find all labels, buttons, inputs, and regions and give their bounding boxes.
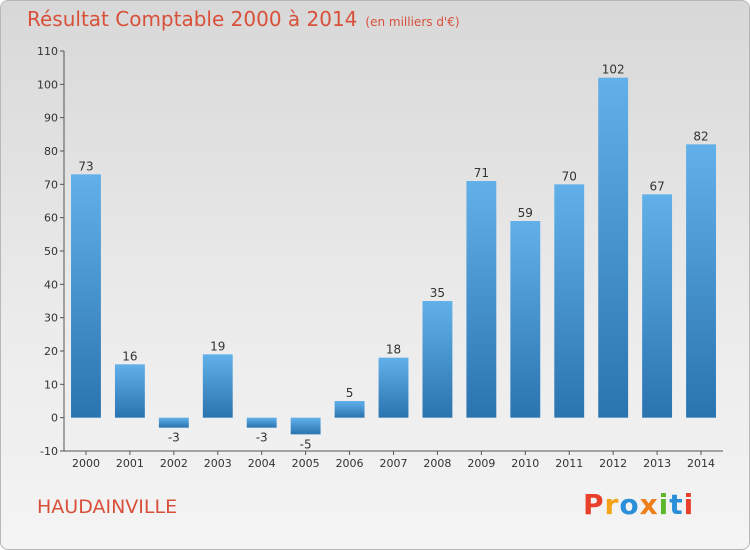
- y-tick-label: 0: [51, 412, 58, 425]
- x-tick-label: 2013: [643, 457, 671, 470]
- y-tick-label: 30: [44, 312, 58, 325]
- y-tick-label: 110: [37, 45, 58, 58]
- bar: [642, 194, 673, 418]
- bar: [422, 301, 453, 418]
- data-label: 71: [474, 166, 489, 180]
- y-tick-label: 10: [44, 378, 58, 391]
- x-tick-label: 2006: [336, 457, 364, 470]
- x-tick-label: 2012: [599, 457, 627, 470]
- bar: [466, 181, 497, 418]
- bar: [334, 401, 365, 418]
- y-tick-label: 40: [44, 278, 58, 291]
- data-label: 67: [649, 179, 664, 193]
- chart-axes: -10 0 10 20 30 40 50 60 70 80 90 100 110 2000 2001 2002…: [37, 45, 723, 470]
- chart-bars: [71, 77, 716, 435]
- logo-letter: t: [669, 488, 684, 521]
- data-label: 59: [518, 206, 533, 220]
- data-label: 16: [122, 349, 137, 363]
- data-label: -5: [300, 437, 312, 451]
- data-label: -3: [168, 431, 180, 445]
- y-tick-label: 20: [44, 345, 58, 358]
- data-label: 5: [346, 386, 354, 400]
- bar: [158, 417, 189, 428]
- data-label: 70: [562, 169, 577, 183]
- x-tick-label: 2005: [292, 457, 320, 470]
- bar: [378, 357, 409, 418]
- x-tick-label: 2000: [72, 457, 100, 470]
- data-label: 19: [210, 339, 225, 353]
- data-label: 102: [602, 63, 625, 77]
- data-label: -3: [256, 431, 268, 445]
- y-tick-label: 70: [44, 178, 58, 191]
- logo-letter: i: [683, 488, 695, 521]
- y-tick-label: 50: [44, 245, 58, 258]
- bar: [290, 417, 321, 435]
- x-tick-label: 2007: [380, 457, 408, 470]
- logo-letter: x: [639, 488, 659, 521]
- data-label: 18: [386, 343, 401, 357]
- y-tick-label: 100: [37, 78, 58, 91]
- chart-subtitle: (en milliers d'€): [365, 15, 460, 29]
- logo-letter: r: [604, 488, 620, 521]
- x-tick-label: 2003: [204, 457, 232, 470]
- x-tick-label: 2001: [116, 457, 144, 470]
- chart-title: Résultat Comptable 2000 à 2014 (en millie…: [27, 7, 460, 31]
- bar: [114, 364, 145, 418]
- y-tick-label: -10: [40, 445, 58, 458]
- x-tick-label: 2014: [687, 457, 715, 470]
- y-tick-label: 90: [44, 112, 58, 125]
- logo-letter: o: [619, 488, 640, 521]
- bar: [510, 221, 541, 418]
- bar: [202, 354, 233, 418]
- bar: [71, 174, 101, 418]
- y-tick-label: 80: [44, 145, 58, 158]
- bar: [246, 417, 277, 428]
- x-tick-label: 2010: [511, 457, 539, 470]
- proxiti-logo: Proxiti: [583, 488, 694, 521]
- x-tick-label: 2008: [423, 457, 451, 470]
- x-tick-label: 2004: [248, 457, 276, 470]
- chart-title-text: Résultat Comptable 2000 à 2014: [27, 7, 358, 31]
- x-tick-label: 2009: [467, 457, 495, 470]
- y-tick-label: 60: [44, 212, 58, 225]
- logo-letter: i: [658, 488, 670, 521]
- x-tick-label: 2011: [555, 457, 583, 470]
- data-label: 73: [78, 159, 93, 173]
- chart-labels: 73 16 -3 19 -3 -5 5 18 35 71 59 70 102 67 82: [78, 63, 708, 452]
- bar: [686, 144, 716, 418]
- data-label: 35: [430, 286, 445, 300]
- place-name: HAUDAINVILLE: [37, 496, 178, 518]
- x-tick-label: 2002: [160, 457, 188, 470]
- logo-letter: P: [583, 488, 605, 521]
- bar: [598, 77, 629, 418]
- data-label: 82: [693, 129, 708, 143]
- bar: [554, 184, 585, 418]
